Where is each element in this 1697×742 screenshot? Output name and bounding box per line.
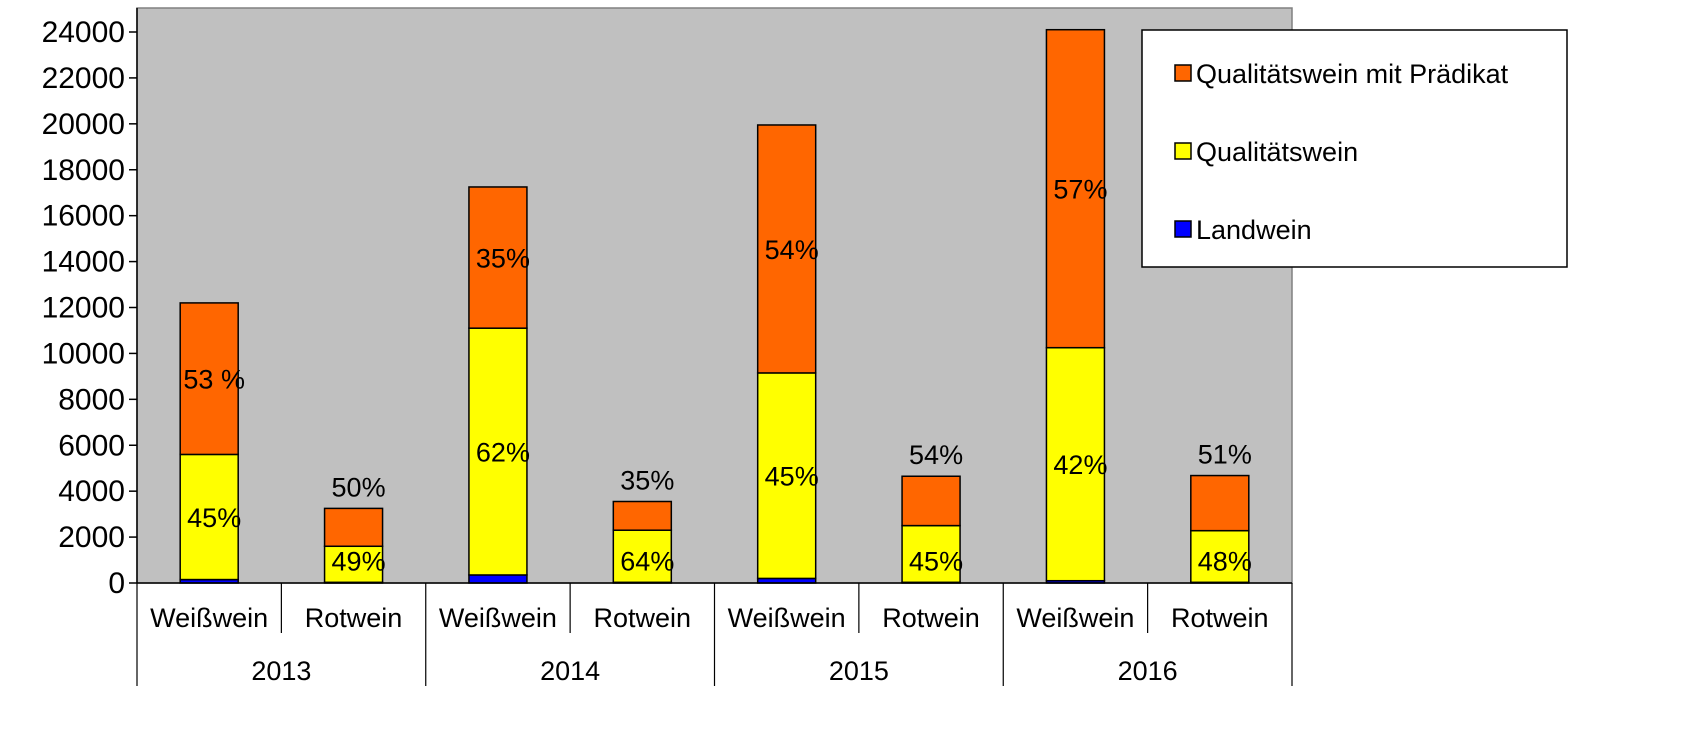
data-label: 50% [332,472,386,502]
plot-area [136,7,1293,584]
y-tick-label: 6000 [58,429,125,462]
data-label: 48% [1198,546,1252,576]
y-tick-label: 0 [108,567,125,600]
x-group-label: 2016 [1118,656,1178,686]
bar-segment [1045,28,1106,349]
data-label: 45% [187,503,241,533]
bar-segment [179,453,239,581]
y-axis: 0 2000 4000 6000 8000 10000 12000 14000 16000 180… [42,8,138,600]
x-tick-label: Weißwein [1016,603,1134,633]
bar-segment [179,302,239,456]
y-tick-label: 16000 [42,200,125,233]
x-group-label: 2013 [251,656,311,686]
data-label: 62% [476,438,530,468]
bar-segment [468,327,528,576]
data-label: 54% [765,235,819,265]
x-tick-label: Rotwein [594,603,692,633]
y-tick-label: 24000 [42,16,125,49]
data-label: 35% [620,465,674,495]
y-tick-label: 4000 [58,475,125,508]
legend-label: Landwein [1196,215,1312,245]
bar-segment [323,507,384,548]
bar-segment [756,372,817,580]
y-tick-label: 20000 [42,108,125,141]
x-tick-label: Weißwein [439,603,557,633]
bar-segment [612,500,673,531]
y-tick-label: 2000 [58,521,125,554]
x-tick-label: Weißwein [150,603,268,633]
bar-segment [468,574,528,584]
y-tick-label: 10000 [42,337,125,370]
data-label: 51% [1198,440,1252,470]
x-tick-label: Rotwein [1171,603,1269,633]
data-label: 53 % [183,365,245,395]
y-tick-label: 12000 [42,292,125,325]
legend-swatch [1174,220,1192,238]
data-labels: 45% 49% 62% 64% 45% 45% 42% 48% 53 % 50% 35% 35% 54%… [183,175,1251,577]
bar-segment [1045,346,1106,582]
x-group-label: 2014 [540,656,600,686]
data-label: 57% [1053,175,1107,205]
data-label: 45% [909,546,963,576]
bar-segment [901,475,961,527]
x-tick-label: Weißwein [728,603,846,633]
x-axis: Weißwein Rotwein Weißwein Rotwein Weißwein Ro… [136,582,1293,686]
x-tick-label: Rotwein [305,603,403,633]
data-label: 64% [620,546,674,576]
legend-swatch [1174,142,1192,160]
data-label: 54% [909,440,963,470]
x-group-label: 2015 [829,656,889,686]
y-tick-label: 8000 [58,383,125,416]
data-label: 35% [476,244,530,274]
bars [179,28,1250,584]
x-tick-label: Rotwein [882,603,980,633]
legend-label: Qualitätswein mit Prädikat [1196,59,1509,89]
y-tick-label: 14000 [42,246,125,279]
data-label: 45% [765,462,819,492]
data-label: 49% [332,546,386,576]
legend: Qualitätswein mit Prädikat Qualitätswein L… [1141,29,1568,268]
bar-segment [756,124,817,374]
y-tick-label: 18000 [42,154,125,187]
bar-segment [1190,529,1250,584]
data-label: 42% [1053,450,1107,480]
y-tick-label: 22000 [42,62,125,95]
legend-box [1141,29,1568,268]
bar-segment [468,186,528,329]
bar-segment [1190,474,1250,532]
legend-swatch [1174,64,1192,82]
legend-label: Qualitätswein [1196,137,1358,167]
